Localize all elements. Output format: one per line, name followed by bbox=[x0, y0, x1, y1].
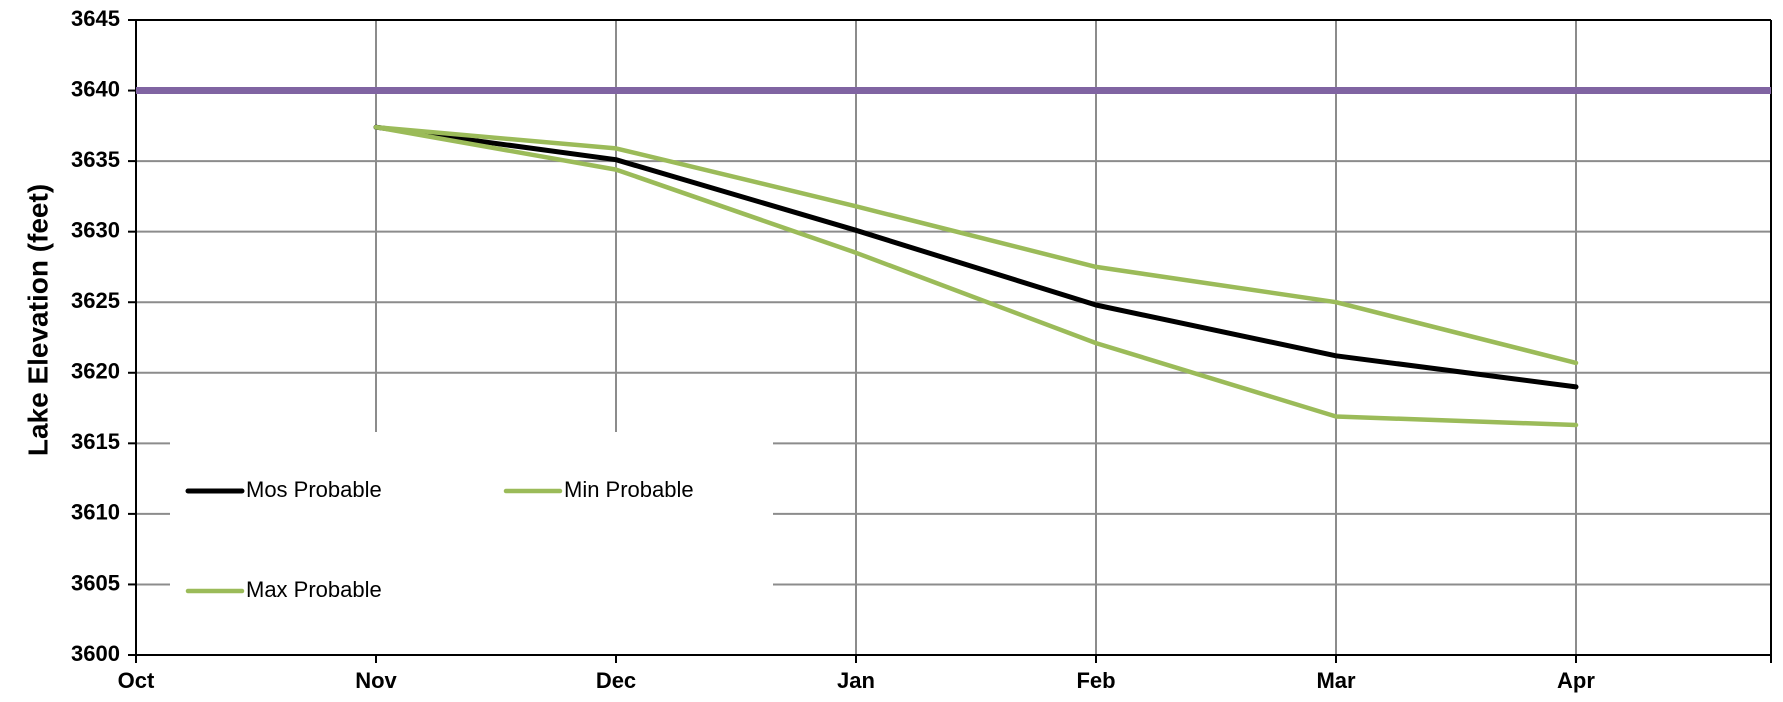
x-tick-label: Apr bbox=[1557, 668, 1595, 693]
y-tick-label: 3645 bbox=[71, 6, 120, 31]
x-tick-label: Jan bbox=[837, 668, 875, 693]
legend: Mos Probable Min Probable Max Probable bbox=[170, 432, 773, 654]
y-tick-label: 3630 bbox=[71, 217, 120, 242]
y-tick-label: 3615 bbox=[71, 429, 120, 454]
series-line-min-probable bbox=[373, 124, 1579, 428]
series-line-max-probable bbox=[373, 124, 1579, 366]
y-tick-label: 3605 bbox=[71, 570, 120, 595]
y-axis-label: Lake Elevation (feet) bbox=[22, 184, 53, 456]
legend-box bbox=[170, 432, 773, 654]
x-tick-label: Dec bbox=[596, 668, 636, 693]
y-tick-label: 3620 bbox=[71, 359, 120, 384]
tick-labels: 3600 3605 3610 3615 3620 3625 3630 3635 3640 3645… bbox=[71, 6, 1595, 693]
x-tick-label: Oct bbox=[118, 668, 155, 693]
series-group bbox=[373, 124, 1579, 428]
legend-label: Min Probable bbox=[564, 477, 694, 502]
y-tick-label: 3640 bbox=[71, 76, 120, 101]
y-tick-label: 3610 bbox=[71, 500, 120, 525]
legend-label: Mos Probable bbox=[246, 477, 382, 502]
x-tick-label: Feb bbox=[1076, 668, 1115, 693]
x-tick-label: Nov bbox=[355, 668, 397, 693]
x-tick-label: Mar bbox=[1316, 668, 1356, 693]
legend-label: Max Probable bbox=[246, 577, 382, 602]
series-line-mos-probable bbox=[373, 124, 1579, 390]
y-tick-label: 3600 bbox=[71, 641, 120, 666]
y-tick-label: 3625 bbox=[71, 288, 120, 313]
y-tick-label: 3635 bbox=[71, 147, 120, 172]
axes bbox=[128, 19, 1772, 663]
